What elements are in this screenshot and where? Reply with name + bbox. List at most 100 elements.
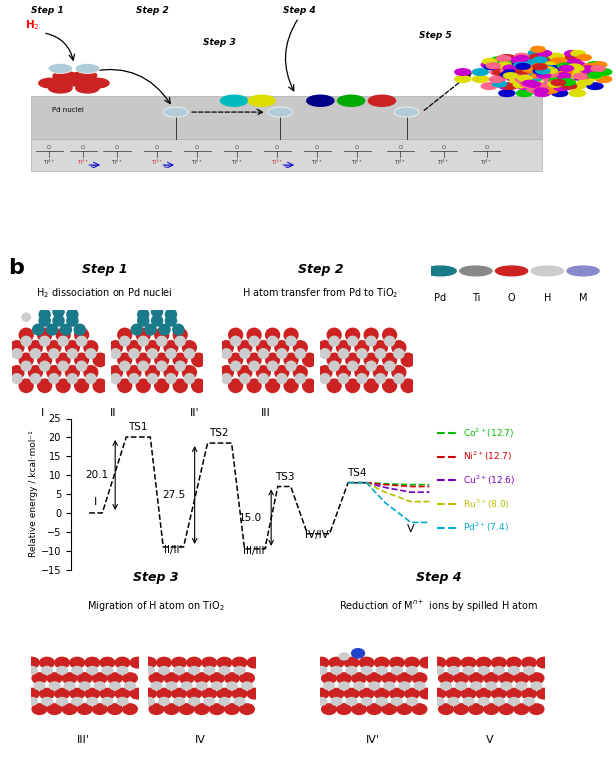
Circle shape	[522, 657, 537, 668]
Circle shape	[530, 61, 544, 67]
Text: H: H	[24, 315, 28, 319]
Circle shape	[375, 657, 389, 668]
Circle shape	[534, 90, 550, 96]
Circle shape	[527, 65, 541, 71]
Circle shape	[537, 72, 551, 78]
Circle shape	[149, 673, 164, 684]
Text: Ru$^{3+}$(8.0): Ru$^{3+}$(8.0)	[463, 498, 510, 511]
Circle shape	[22, 313, 30, 321]
Circle shape	[94, 682, 105, 690]
Text: II/II': II/II'	[164, 546, 183, 555]
Circle shape	[532, 66, 546, 72]
Circle shape	[26, 666, 38, 674]
Circle shape	[546, 66, 561, 71]
Circle shape	[38, 379, 52, 392]
Text: O: O	[508, 294, 516, 304]
Circle shape	[535, 67, 549, 73]
Circle shape	[159, 324, 170, 335]
Circle shape	[192, 379, 206, 392]
Circle shape	[58, 361, 68, 371]
Circle shape	[525, 76, 541, 82]
Circle shape	[75, 353, 89, 367]
Circle shape	[100, 657, 115, 668]
Circle shape	[552, 62, 568, 68]
Text: e$^-$: e$^-$	[283, 164, 292, 171]
Text: Cu$^{2+}$(12.6): Cu$^{2+}$(12.6)	[463, 474, 516, 487]
Circle shape	[166, 374, 176, 384]
Text: Ti$^{4+}$: Ti$^{4+}$	[231, 158, 243, 167]
Circle shape	[256, 366, 270, 379]
Circle shape	[521, 73, 535, 78]
Circle shape	[548, 53, 562, 59]
Circle shape	[232, 657, 247, 668]
Circle shape	[57, 698, 68, 705]
Circle shape	[545, 57, 559, 63]
Circle shape	[49, 682, 60, 690]
Text: O: O	[355, 145, 359, 150]
Circle shape	[481, 83, 497, 89]
Circle shape	[496, 56, 511, 61]
Text: b: b	[9, 257, 24, 277]
Circle shape	[355, 366, 369, 379]
Circle shape	[329, 336, 339, 346]
Circle shape	[130, 657, 145, 668]
Circle shape	[39, 688, 54, 699]
Circle shape	[499, 62, 515, 68]
Circle shape	[446, 688, 461, 699]
Circle shape	[516, 62, 532, 68]
Circle shape	[569, 62, 585, 68]
Circle shape	[136, 379, 150, 392]
Circle shape	[401, 353, 415, 367]
Circle shape	[493, 698, 504, 705]
Circle shape	[155, 353, 169, 367]
Text: Migration of H atom on TiO$_2$: Migration of H atom on TiO$_2$	[87, 599, 224, 613]
Circle shape	[514, 673, 529, 684]
Circle shape	[501, 682, 512, 690]
Circle shape	[533, 67, 547, 73]
Circle shape	[561, 80, 575, 85]
Circle shape	[506, 657, 521, 668]
Circle shape	[383, 353, 397, 367]
Circle shape	[357, 349, 367, 359]
Text: O: O	[235, 145, 239, 150]
Circle shape	[118, 379, 132, 392]
Circle shape	[179, 673, 194, 684]
Text: H: H	[57, 66, 63, 71]
Circle shape	[514, 71, 528, 77]
Circle shape	[67, 315, 78, 326]
Circle shape	[412, 673, 427, 684]
Circle shape	[102, 698, 113, 705]
Circle shape	[339, 653, 349, 660]
Circle shape	[265, 353, 280, 367]
Circle shape	[440, 682, 452, 690]
Circle shape	[307, 95, 334, 106]
Circle shape	[32, 673, 47, 684]
Circle shape	[522, 66, 536, 71]
Circle shape	[493, 70, 507, 75]
Text: V: V	[486, 735, 493, 745]
Circle shape	[39, 309, 50, 320]
Circle shape	[240, 349, 250, 359]
Circle shape	[295, 349, 306, 359]
Circle shape	[302, 353, 317, 367]
Circle shape	[318, 341, 332, 354]
Circle shape	[67, 309, 78, 320]
Circle shape	[234, 666, 245, 674]
Circle shape	[535, 69, 549, 75]
Circle shape	[551, 80, 565, 85]
Circle shape	[147, 349, 158, 359]
Circle shape	[258, 349, 269, 359]
Circle shape	[76, 84, 99, 93]
Text: O: O	[275, 145, 279, 150]
Circle shape	[583, 64, 598, 69]
Circle shape	[110, 682, 120, 690]
Circle shape	[499, 55, 515, 61]
Circle shape	[355, 341, 369, 354]
Circle shape	[527, 87, 541, 92]
Text: Step 5: Step 5	[419, 31, 452, 40]
Circle shape	[461, 688, 476, 699]
Circle shape	[484, 673, 498, 684]
Text: O: O	[81, 145, 85, 150]
Text: e$^-$: e$^-$	[163, 164, 172, 171]
Circle shape	[476, 688, 491, 699]
